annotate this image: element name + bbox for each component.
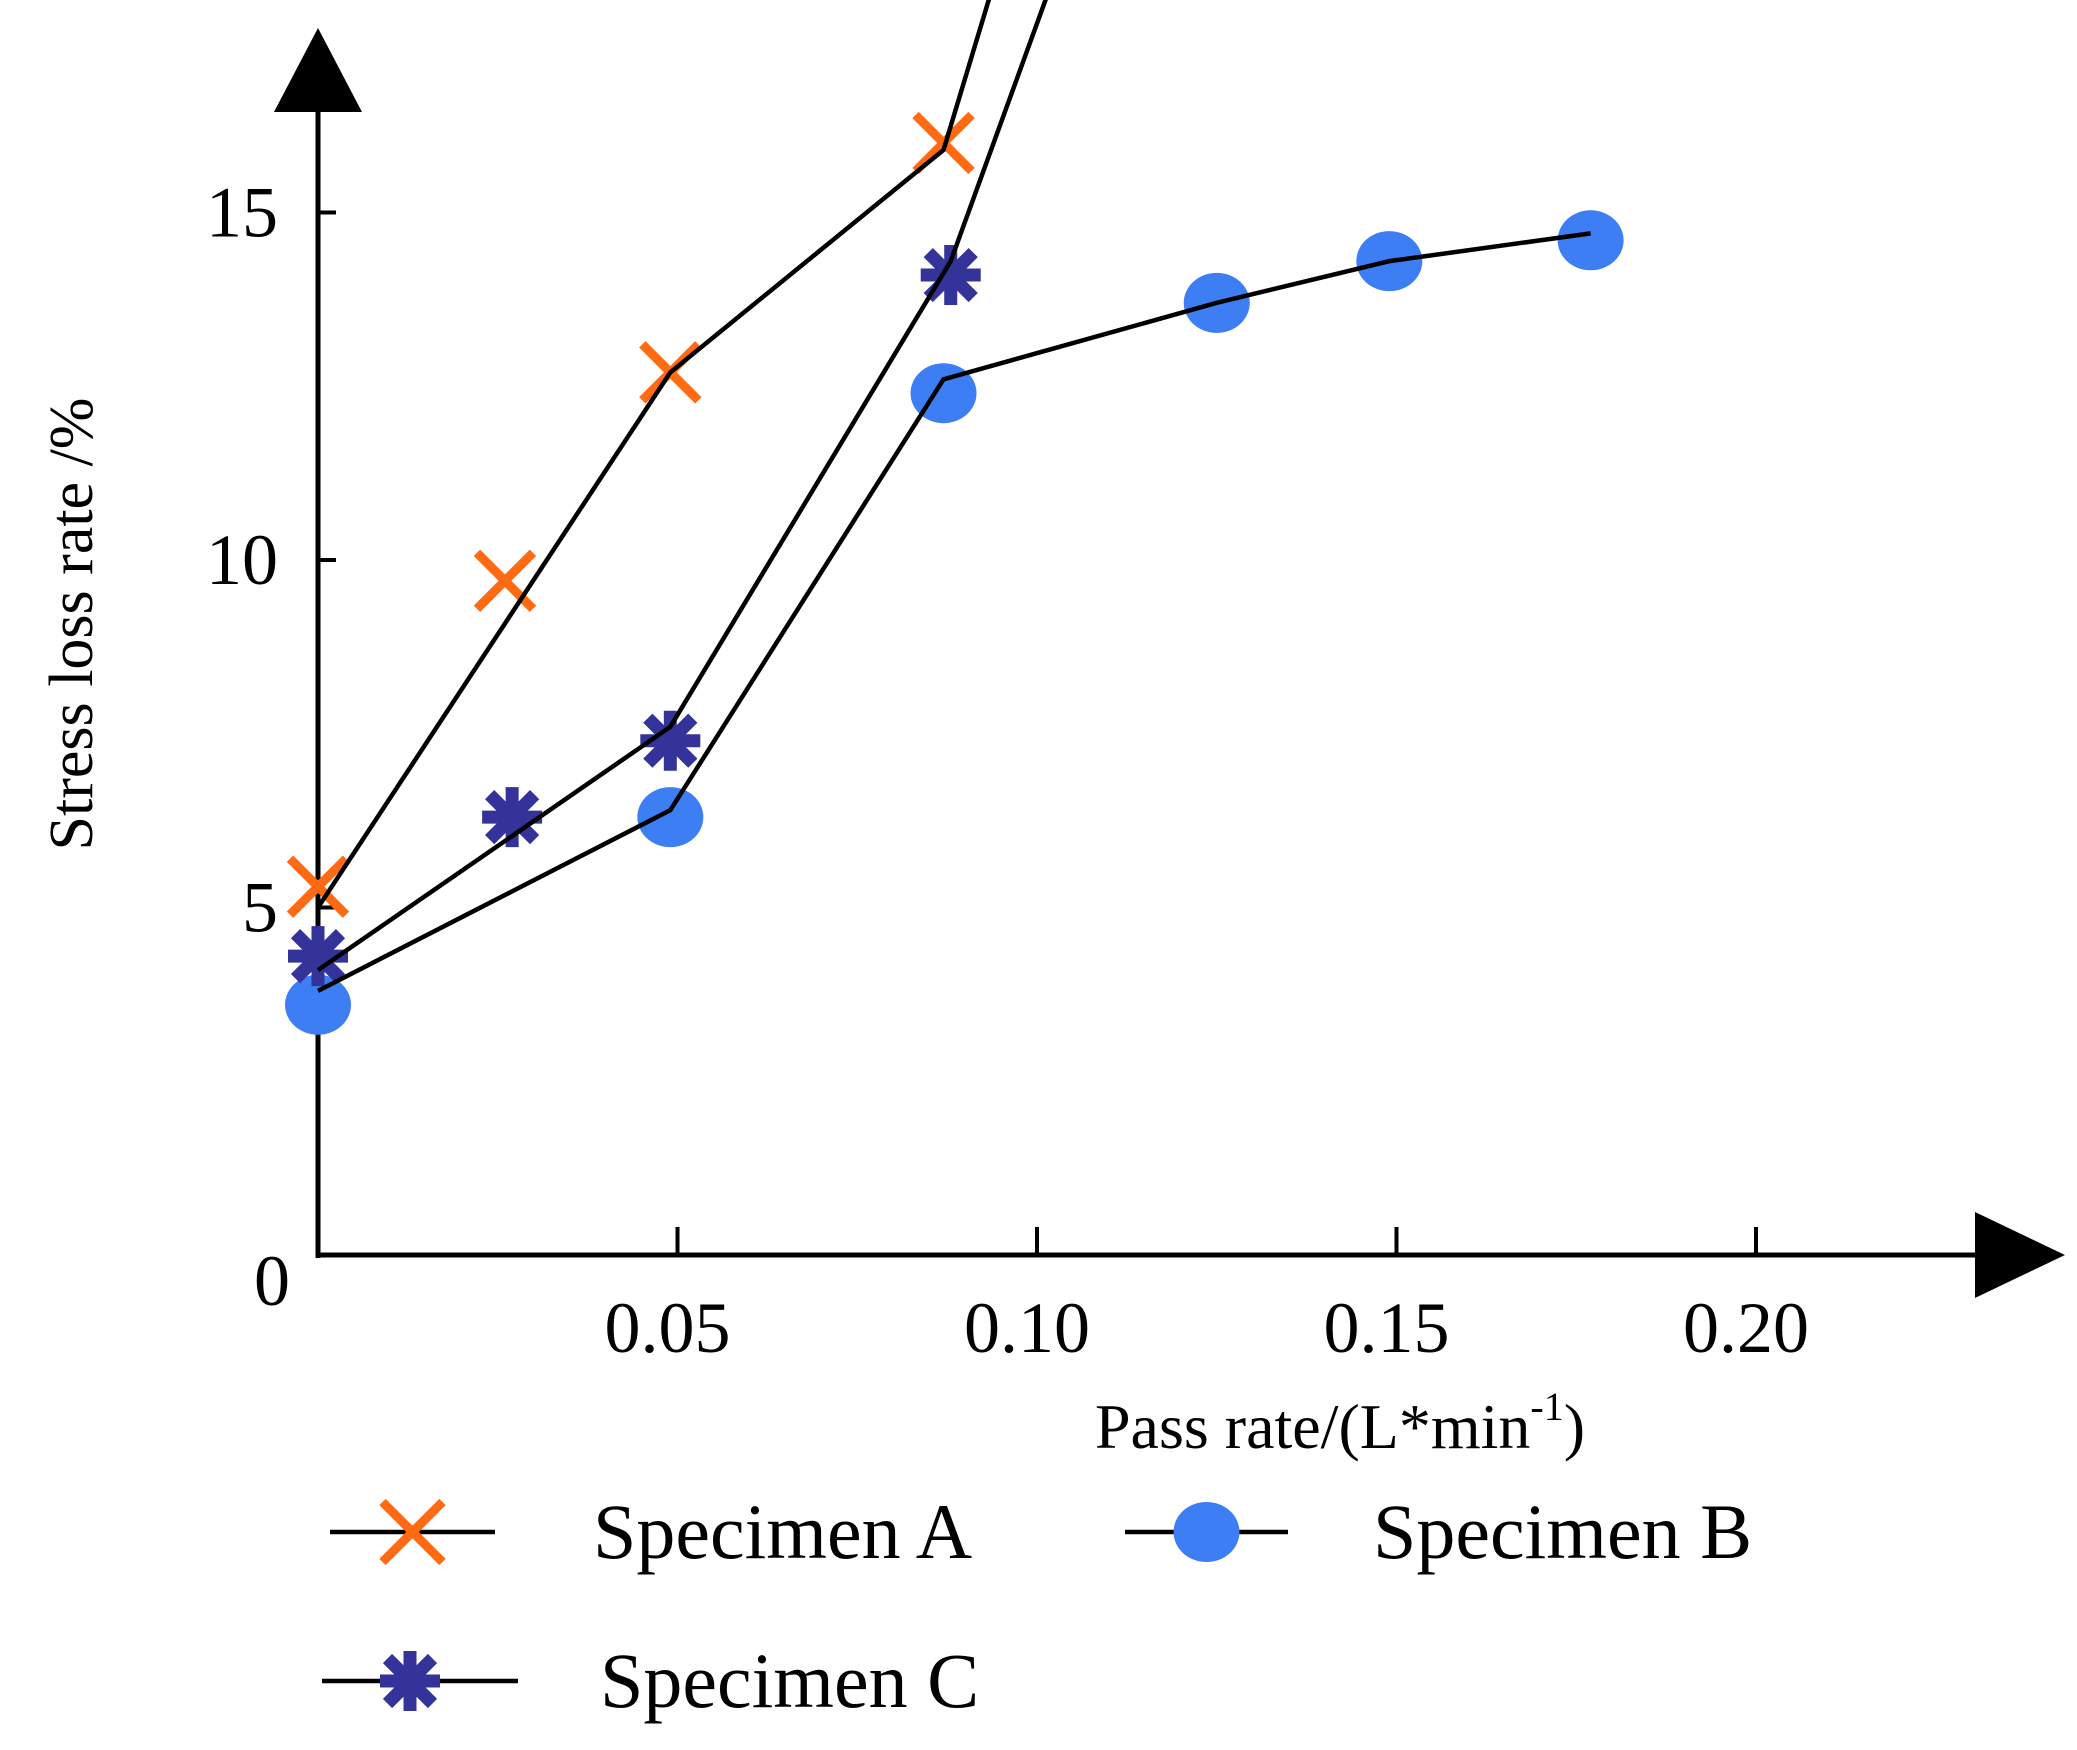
marker-stroke [643, 713, 698, 768]
series-markers [285, 111, 1624, 1035]
series-0-point [473, 549, 537, 613]
legend: Specimen A Specimen B Specimen C [322, 1488, 1752, 1724]
x-tick-label: 0.10 [964, 1288, 1090, 1368]
series-2-point [640, 710, 701, 771]
x-axis-label: Pass rate/(L*min-1) [1095, 1384, 1585, 1462]
marker-dot [1173, 1502, 1240, 1562]
series-0-line [316, 0, 992, 909]
legend-marker [380, 1651, 440, 1711]
series-1-point [1557, 210, 1624, 271]
legend-label: Specimen C [600, 1637, 979, 1724]
y-tick-label: 0 [254, 1241, 290, 1321]
marker-stroke [485, 790, 540, 845]
x-tick-label: 0.05 [605, 1288, 731, 1368]
legend-label: Specimen A [593, 1488, 972, 1575]
x-axis-label-sup: -1 [1530, 1384, 1563, 1429]
y-tick-label: 5 [242, 868, 278, 948]
series-1-point [637, 787, 704, 848]
x-tick-label: 0.20 [1683, 1288, 1809, 1368]
legend-marker [1173, 1502, 1240, 1562]
x-ticks: 0.05 0.10 0.15 0.20 [605, 1227, 1809, 1368]
x-axis-arrow [1975, 1212, 2065, 1298]
y-tick-label: 15 [206, 173, 278, 253]
marker-stroke [382, 1653, 438, 1709]
y-tick-label: 10 [206, 520, 278, 600]
x-axis-label-end: ) [1564, 1391, 1585, 1462]
series-1-line [316, 231, 1591, 993]
marker-stroke [286, 855, 350, 918]
series-1-point [285, 974, 351, 1035]
x-axis-label-main: Pass rate/(L*min [1095, 1391, 1530, 1462]
marker-dot [1557, 210, 1624, 271]
marker-dot [285, 974, 351, 1035]
series-lines [316, 0, 1591, 993]
marker-dot [637, 787, 704, 848]
legend-item-0: Specimen A [330, 1488, 972, 1575]
marker-stroke [379, 1498, 446, 1566]
y-ticks: 051015202530 [206, 173, 336, 1321]
series-2-line [316, 0, 1048, 972]
legend-label: Specimen B [1373, 1488, 1752, 1575]
legend-marker [379, 1498, 446, 1566]
series-0-point [286, 855, 350, 918]
marker-stroke [290, 929, 346, 984]
legend-item-2: Specimen C [322, 1637, 979, 1724]
y-axis-label: Stress loss rate /% [38, 398, 106, 851]
marker-stroke [473, 549, 537, 613]
y-axis-arrow [274, 28, 362, 112]
legend-item-1: Specimen B [1125, 1488, 1752, 1575]
x-tick-label: 0.15 [1324, 1288, 1450, 1368]
series-2-point [482, 787, 543, 848]
